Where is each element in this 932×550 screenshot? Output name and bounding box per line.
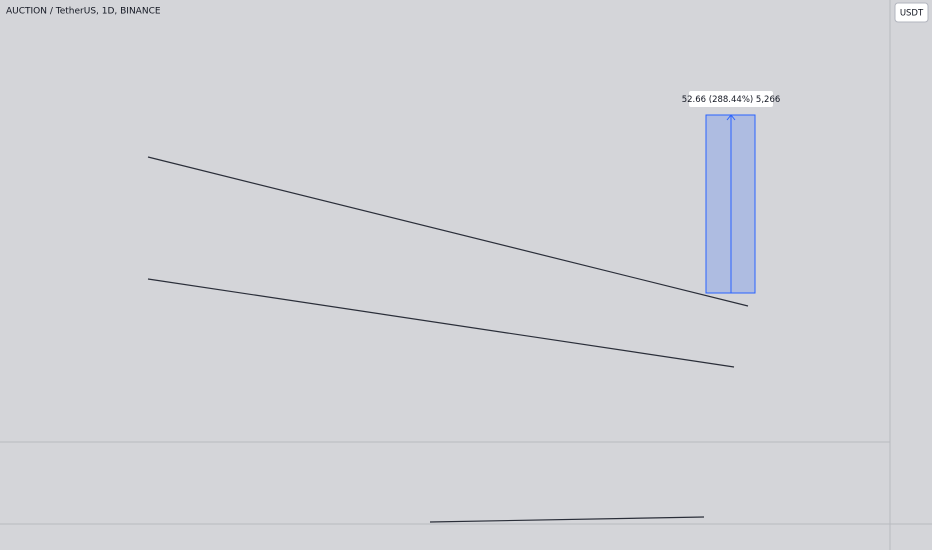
measure-label: 52.66 (288.44%) 5,266 (682, 95, 781, 105)
chart-title: AUCTION / TetherUS, 1D, BINANCE (6, 7, 161, 17)
currency-box (894, 2, 929, 23)
upper-trendline (147, 156, 749, 307)
rsi-trendline (429, 516, 705, 523)
measure-label-box (689, 91, 773, 107)
currency-label: USDT (900, 9, 924, 19)
lower-trendline (147, 278, 735, 368)
measure-arrow-head (726, 114, 736, 121)
